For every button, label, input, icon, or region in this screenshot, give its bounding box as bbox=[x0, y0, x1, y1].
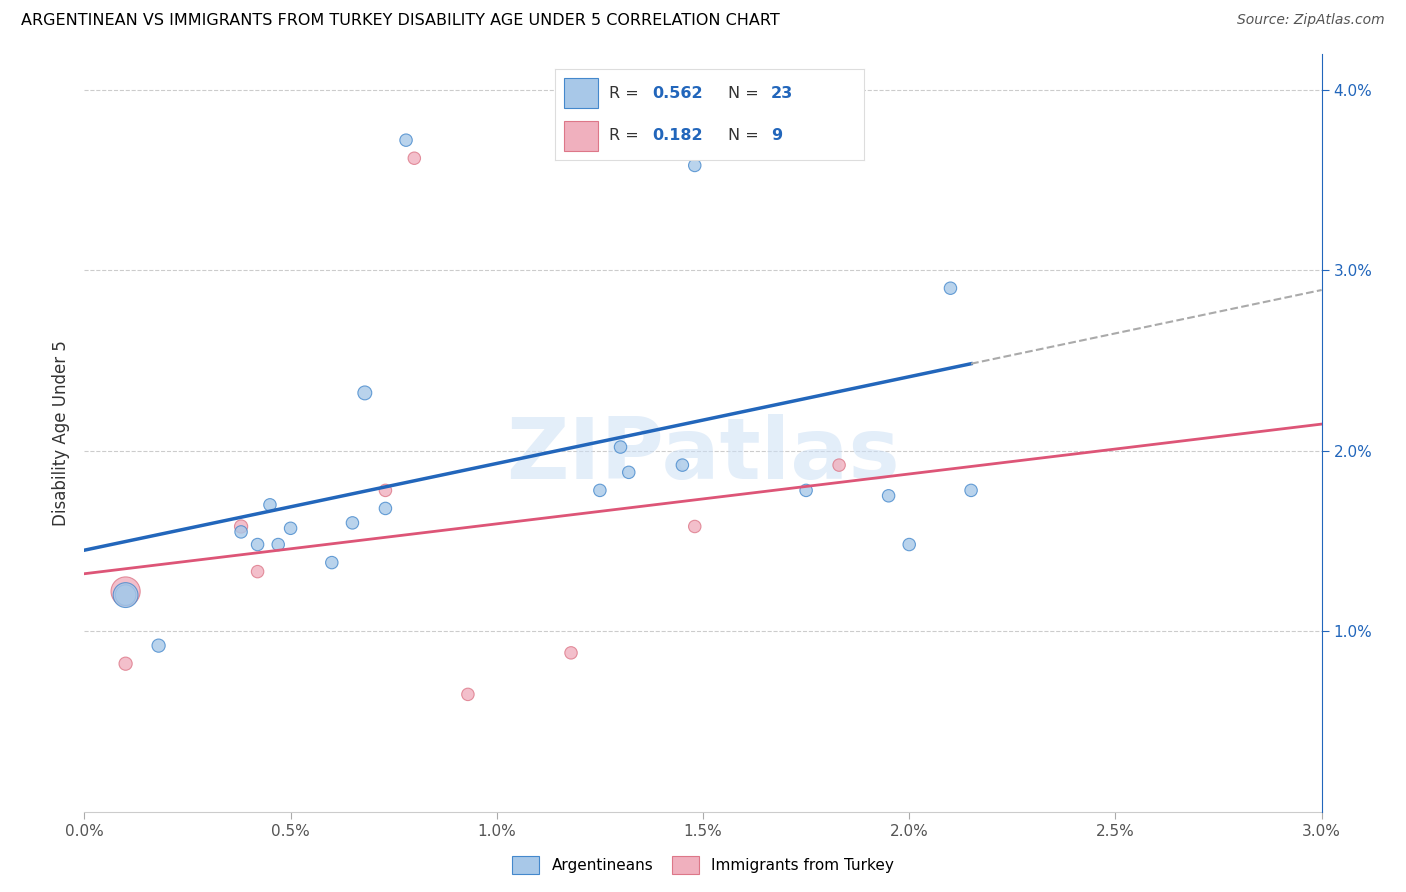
Point bbox=[395, 133, 418, 147]
Point bbox=[683, 158, 706, 172]
Point bbox=[114, 588, 136, 602]
Text: ZIPatlas: ZIPatlas bbox=[506, 414, 900, 497]
Point bbox=[828, 458, 851, 472]
Point bbox=[877, 489, 900, 503]
Text: ARGENTINEAN VS IMMIGRANTS FROM TURKEY DISABILITY AGE UNDER 5 CORRELATION CHART: ARGENTINEAN VS IMMIGRANTS FROM TURKEY DI… bbox=[21, 13, 780, 29]
Point bbox=[229, 524, 252, 539]
Point bbox=[560, 646, 582, 660]
Point bbox=[609, 440, 631, 454]
Point bbox=[404, 151, 426, 165]
Point bbox=[148, 639, 170, 653]
Y-axis label: Disability Age Under 5: Disability Age Under 5 bbox=[52, 340, 70, 525]
Point bbox=[229, 519, 252, 533]
Point bbox=[246, 537, 269, 551]
Point bbox=[960, 483, 983, 498]
Point bbox=[342, 516, 364, 530]
Point bbox=[114, 657, 136, 671]
Text: Source: ZipAtlas.com: Source: ZipAtlas.com bbox=[1237, 13, 1385, 28]
Point bbox=[683, 519, 706, 533]
Point bbox=[114, 588, 136, 602]
Point bbox=[267, 537, 290, 551]
Point bbox=[700, 122, 723, 136]
Legend: Argentineans, Immigrants from Turkey: Argentineans, Immigrants from Turkey bbox=[506, 850, 900, 880]
Point bbox=[321, 556, 343, 570]
Point bbox=[374, 483, 396, 498]
Point bbox=[617, 466, 640, 480]
Point bbox=[794, 483, 817, 498]
Point bbox=[114, 584, 136, 599]
Point bbox=[353, 385, 375, 400]
Point bbox=[671, 458, 693, 472]
Point bbox=[374, 501, 396, 516]
Point bbox=[280, 521, 302, 535]
Point bbox=[939, 281, 962, 295]
Point bbox=[589, 483, 612, 498]
Point bbox=[898, 537, 921, 551]
Point bbox=[457, 687, 479, 701]
Point bbox=[246, 565, 269, 579]
Point bbox=[259, 498, 281, 512]
